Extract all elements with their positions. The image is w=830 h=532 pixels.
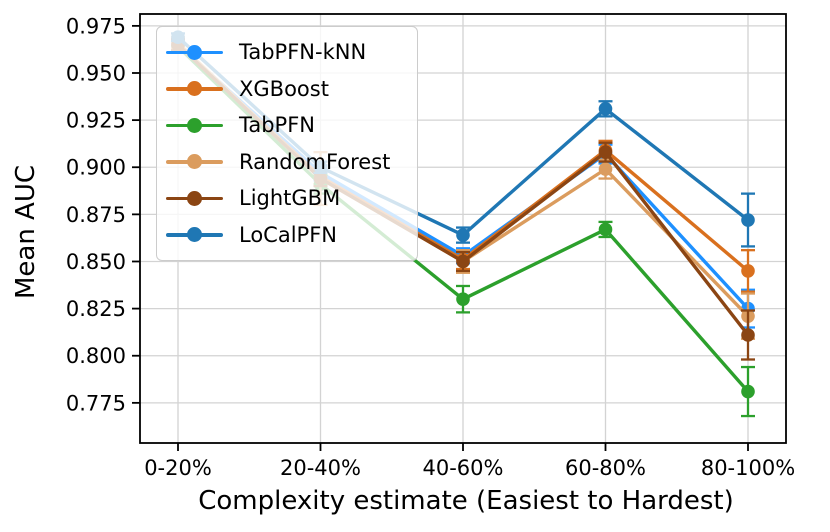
data-point	[741, 328, 755, 342]
data-point	[456, 292, 470, 306]
legend-item-LightGBM: LightGBM	[166, 180, 407, 217]
legend-item-XGBoost: XGBoost	[166, 71, 407, 108]
legend-marker-dot	[187, 154, 202, 170]
data-point	[741, 264, 755, 278]
legend-label: RandomForest	[239, 149, 391, 174]
legend-sample-line-icon	[166, 154, 223, 170]
legend-label: TabPFN	[239, 113, 316, 138]
legend-item-TabPFN: TabPFN	[166, 107, 407, 144]
legend-label: XGBoost	[239, 76, 329, 101]
data-point	[456, 228, 470, 242]
legend-marker-dot	[187, 190, 202, 206]
legend: TabPFN-kNN XGBoost TabPFN RandomForest Light…	[156, 26, 418, 261]
y-tick-label: 0.925	[66, 109, 126, 133]
legend-marker-dot	[187, 44, 202, 60]
data-point	[741, 384, 755, 399]
data-point	[598, 102, 613, 116]
legend-marker-dot	[187, 81, 202, 97]
y-tick-label: 0.900	[66, 156, 126, 180]
legend-marker-dot	[187, 117, 202, 133]
legend-item-RandomForest: RandomForest	[166, 144, 407, 181]
data-point	[598, 222, 613, 237]
y-tick-label: 0.875	[66, 203, 126, 227]
y-tick-label: 0.950	[66, 61, 126, 85]
legend-sample-line-icon	[166, 190, 223, 206]
legend-item-LoCalPFN: LoCalPFN	[166, 217, 407, 254]
legend-item-TabPFN-kNN: TabPFN-kNN	[166, 34, 407, 71]
x-axis-label: Complexity estimate (Easiest to Hardest)	[198, 486, 734, 516]
legend-label: LoCalPFN	[239, 222, 337, 247]
legend-sample-line-icon	[166, 227, 223, 243]
x-tick-label: 0-20%	[144, 456, 212, 480]
data-point	[598, 162, 613, 176]
y-tick-label: 0.850	[66, 250, 126, 274]
legend-sample-line-icon	[166, 81, 223, 97]
legend-sample-line-icon	[166, 117, 223, 133]
x-tick-label: 40-60%	[423, 456, 504, 480]
legend-label: LightGBM	[239, 186, 341, 211]
data-point	[456, 254, 470, 269]
x-tick-label: 20-40%	[280, 456, 361, 480]
legend-sample-line-icon	[166, 44, 223, 60]
y-tick-label: 0.825	[66, 297, 126, 321]
y-tick-label: 0.975	[66, 14, 126, 38]
data-point	[598, 145, 613, 159]
data-point	[741, 213, 755, 227]
y-axis-label: Mean AUC	[11, 164, 41, 300]
x-tick-label: 60-80%	[565, 456, 646, 480]
legend-marker-dot	[187, 227, 202, 243]
y-tick-label: 0.800	[66, 344, 126, 368]
x-tick-label: 80-100%	[701, 456, 795, 480]
legend-label: TabPFN-kNN	[239, 40, 367, 65]
y-tick-label: 0.775	[66, 391, 126, 415]
